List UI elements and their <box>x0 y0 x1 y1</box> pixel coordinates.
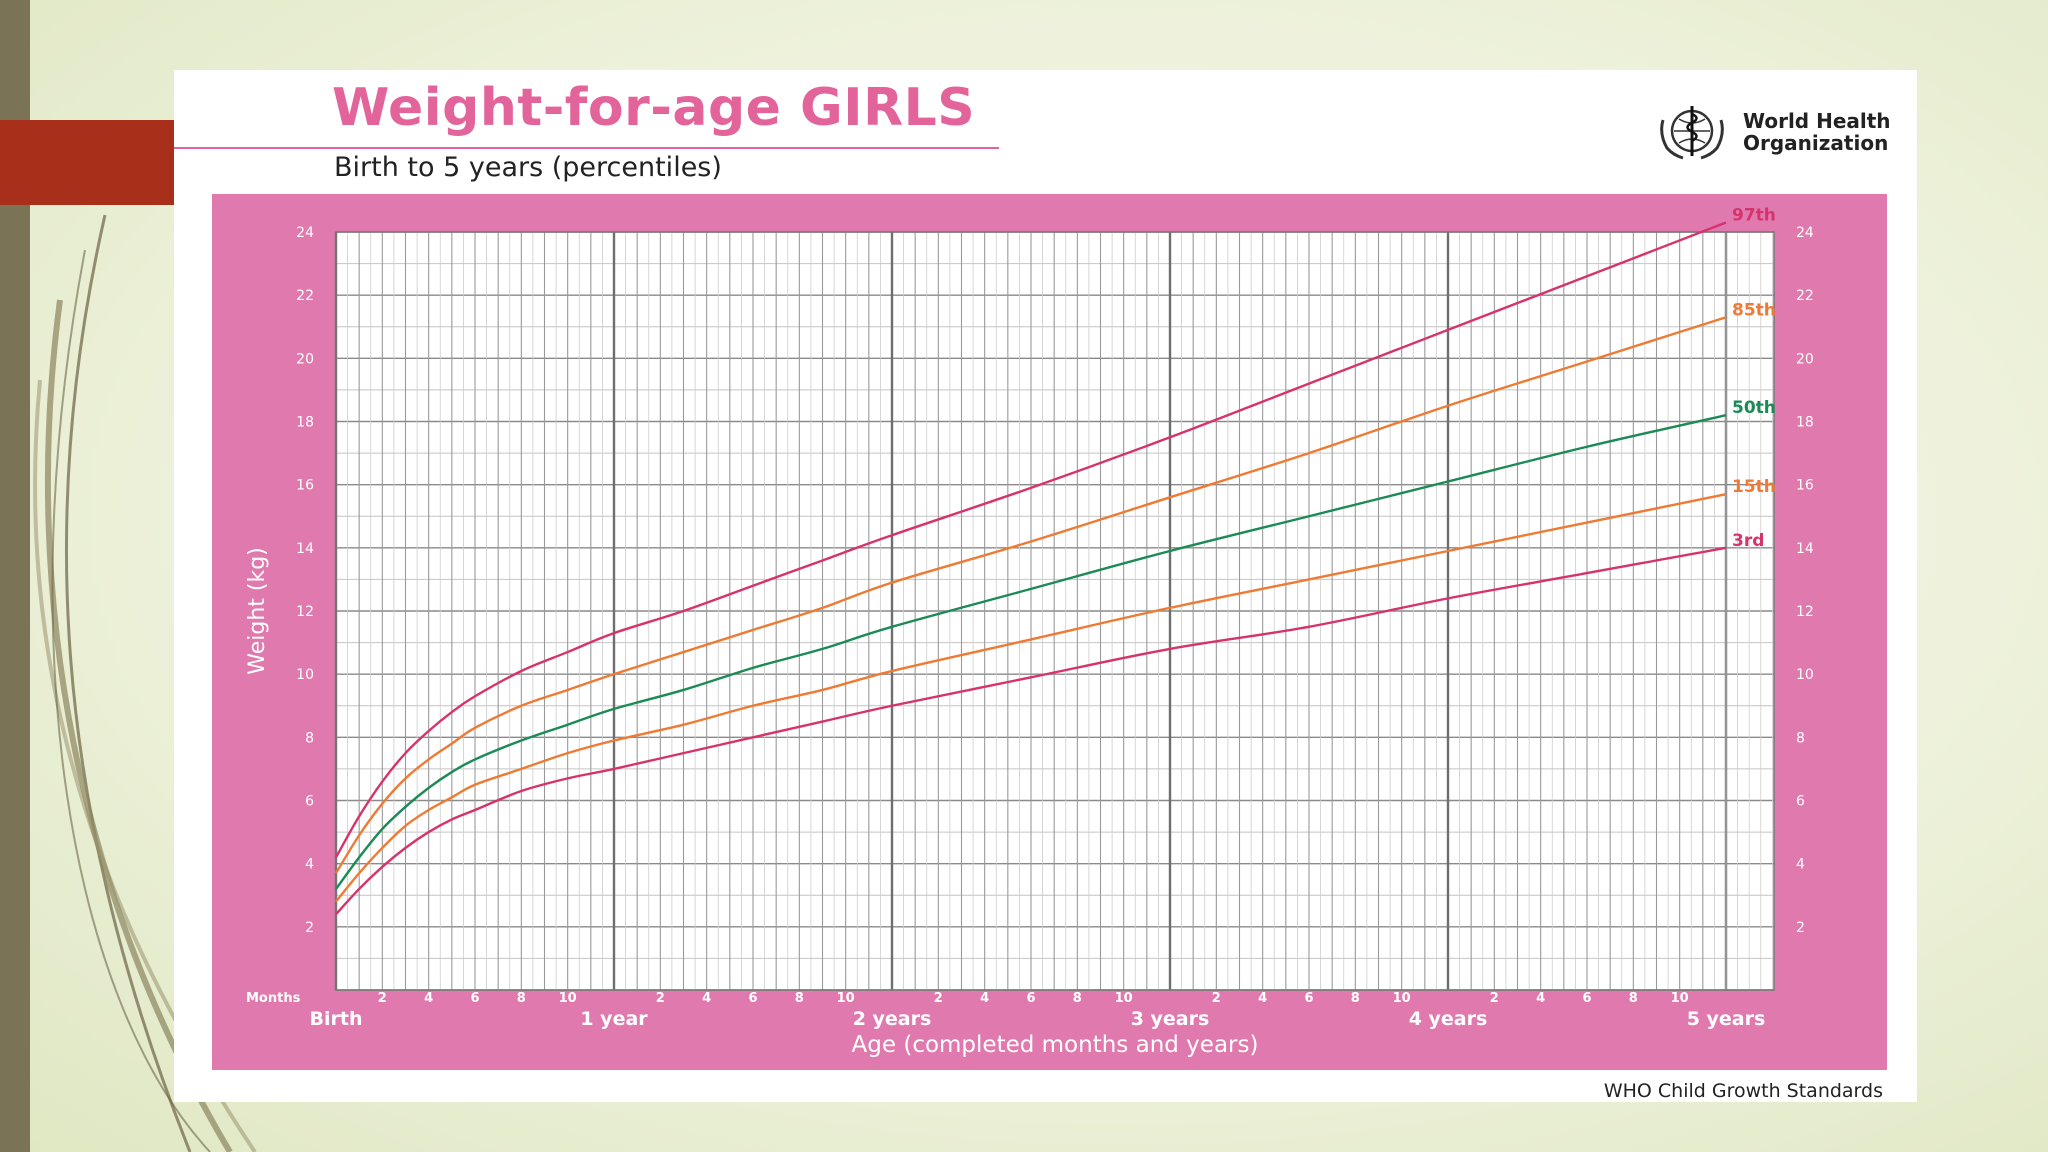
month-tick-label: 6 <box>1582 991 1591 1006</box>
month-tick-label: 6 <box>1304 991 1313 1006</box>
y-tick-label-left: 8 <box>305 730 314 746</box>
months-caption: Months <box>246 991 301 1006</box>
y-tick-label-right: 4 <box>1796 857 1805 873</box>
month-tick-label: 8 <box>1073 991 1082 1006</box>
percentile-curve-3rd <box>335 546 1727 916</box>
percentile-label-15th: 15th <box>1732 477 1776 497</box>
month-tick-label: 4 <box>1536 991 1545 1006</box>
y-tick-label-right: 12 <box>1796 604 1814 620</box>
growth-chart-card: Weight-for-age GIRLS Birth to 5 years (p… <box>174 70 1917 1102</box>
y-tick-label-right: 18 <box>1796 415 1814 431</box>
org-name-line2: Organization <box>1743 131 1889 155</box>
y-tick-label-right: 10 <box>1796 667 1814 683</box>
year-label: 5 years <box>1687 1008 1766 1030</box>
y-tick-label-right: 6 <box>1796 794 1805 810</box>
month-tick-label: 6 <box>748 991 757 1006</box>
y-tick-label-right: 16 <box>1796 478 1814 494</box>
series-layer <box>334 221 1727 916</box>
month-tick-label: 4 <box>424 991 433 1006</box>
y-tick-label-left: 16 <box>296 478 314 494</box>
y-tick-label-right: 14 <box>1796 541 1814 557</box>
month-tick-label: 10 <box>837 991 855 1006</box>
x-axis-title: Age (completed months and years) <box>852 1032 1259 1058</box>
month-tick-label: 10 <box>559 991 577 1006</box>
y-tick-label-left: 14 <box>296 541 314 557</box>
footer-source-note: WHO Child Growth Standards <box>1603 1080 1883 1102</box>
plot-border <box>335 231 1775 991</box>
y-tick-label-left: 20 <box>296 351 314 367</box>
title-underline <box>174 147 999 149</box>
y-tick-label-left: 24 <box>296 225 314 241</box>
chart-subtitle: Birth to 5 years (percentiles) <box>334 152 722 183</box>
y-tick-label-left: 18 <box>296 415 314 431</box>
year-label: Birth <box>310 1008 363 1030</box>
month-tick-label: 8 <box>1629 991 1638 1006</box>
y-tick-label-left: 10 <box>296 667 314 683</box>
year-label: 1 year <box>580 1008 648 1030</box>
who-emblem-icon <box>1660 106 1724 160</box>
month-tick-label: 2 <box>1212 991 1221 1006</box>
percentile-label-85th: 85th <box>1732 300 1776 320</box>
y-tick-label-right: 24 <box>1796 225 1814 241</box>
y-tick-label-left: 4 <box>305 857 314 873</box>
month-tick-label: 10 <box>1671 991 1689 1006</box>
month-tick-label: 2 <box>656 991 665 1006</box>
y-tick-label-right: 20 <box>1796 351 1814 367</box>
month-tick-label: 2 <box>1490 991 1499 1006</box>
y-tick-label-left: 6 <box>305 794 314 810</box>
percentile-curve-15th <box>335 492 1727 903</box>
chart-title: Weight-for-age GIRLS <box>332 78 976 138</box>
month-tick-label: 6 <box>1026 991 1035 1006</box>
percentile-curve-85th <box>334 316 1727 874</box>
month-tick-label: 2 <box>934 991 943 1006</box>
y-tick-label-right: 8 <box>1796 730 1805 746</box>
month-tick-label: 6 <box>470 991 479 1006</box>
y-tick-label-left: 12 <box>296 604 314 620</box>
month-tick-label: 10 <box>1393 991 1411 1006</box>
month-tick-label: 8 <box>795 991 804 1006</box>
year-label: 3 years <box>1131 1008 1210 1030</box>
slide-accent-tab <box>0 120 175 205</box>
grid-layer <box>334 231 1775 991</box>
y-tick-label-left: 2 <box>305 920 314 936</box>
who-organization-name: World Health Organization <box>1743 110 1891 154</box>
y-tick-label-right: 22 <box>1796 288 1814 304</box>
year-label: 4 years <box>1409 1008 1488 1030</box>
org-name-line1: World Health <box>1743 109 1891 133</box>
month-tick-label: 8 <box>517 991 526 1006</box>
year-label: 2 years <box>853 1008 932 1030</box>
percentile-label-3rd: 3rd <box>1732 531 1764 551</box>
percentile-curve-50th <box>335 414 1727 890</box>
percentile-label-97th: 97th <box>1732 206 1776 226</box>
y-tick-label-right: 2 <box>1796 920 1805 936</box>
y-axis-title: Weight (kg) <box>245 547 270 675</box>
month-tick-label: 4 <box>1258 991 1267 1006</box>
plot-panel: 2 2 4 4 6 6 8 8 10 10 12 12 14 14 16 16 18 18 20 20 22 22 24 24… <box>212 194 1887 1070</box>
percentile-curve-97th <box>334 221 1727 858</box>
percentile-label-50th: 50th <box>1732 398 1776 418</box>
month-tick-label: 4 <box>702 991 711 1006</box>
month-tick-label: 2 <box>378 991 387 1006</box>
month-tick-label: 8 <box>1351 991 1360 1006</box>
y-tick-label-left: 22 <box>296 288 314 304</box>
month-tick-label: 10 <box>1115 991 1133 1006</box>
month-tick-label: 4 <box>980 991 989 1006</box>
